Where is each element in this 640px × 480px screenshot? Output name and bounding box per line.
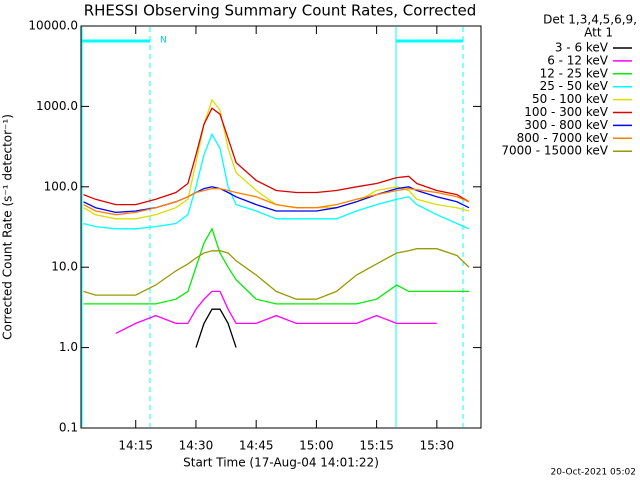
series-line [83,98,470,220]
series-line [83,227,469,305]
annotation: N [160,36,167,46]
y-tick-label: 0.1 [59,421,78,435]
chart-title: RHESSI Observing Summary Count Rates, Co… [84,2,477,20]
series-line [195,308,237,348]
x-tick-label: 14:15 [118,439,153,453]
legend-label: 3 - 6 keV [555,41,609,55]
y-tick-label: 1000.0 [36,99,78,113]
y-tick-label: 100.0 [44,179,78,193]
x-tick-label: 14:45 [239,439,274,453]
legend-label: 7000 - 15000 keV [501,144,608,158]
legend-label: 300 - 800 keV [524,118,608,132]
y-tick-label: 1.0 [59,340,78,354]
x-tick-label: 14:30 [179,439,214,453]
legend-label: 100 - 300 keV [524,105,608,119]
y-axis-label: Corrected Count Rate (s⁻¹ detector⁻¹) [1,114,15,340]
plot-frame [80,25,482,429]
series-line [83,107,470,206]
series-line [83,187,470,216]
y-tick-label: 10.0 [51,260,78,274]
x-tick-label: 15:00 [299,439,334,453]
legend-title: Att 1 [584,26,613,40]
series-line [83,248,470,300]
x-axis-label: Start Time (17-Aug-04 14:01:22) [183,456,379,470]
legend-title: Det 1,3,4,5,6,9, [543,13,637,27]
legend-label: 25 - 50 keV [540,79,609,93]
legend-label: 12 - 25 keV [540,66,609,80]
legend-label: 800 - 7000 keV [517,131,609,145]
legend-label: 50 - 100 keV [532,92,609,106]
y-tick-label: 10000.0 [28,19,78,33]
x-tick-label: 15:15 [359,439,394,453]
legend-label: 6 - 12 keV [547,53,609,67]
footer: 20-Oct-2021 05:02 [551,468,636,478]
series-line [83,132,470,230]
series-line [115,290,437,334]
x-tick-label: 15:30 [420,439,455,453]
